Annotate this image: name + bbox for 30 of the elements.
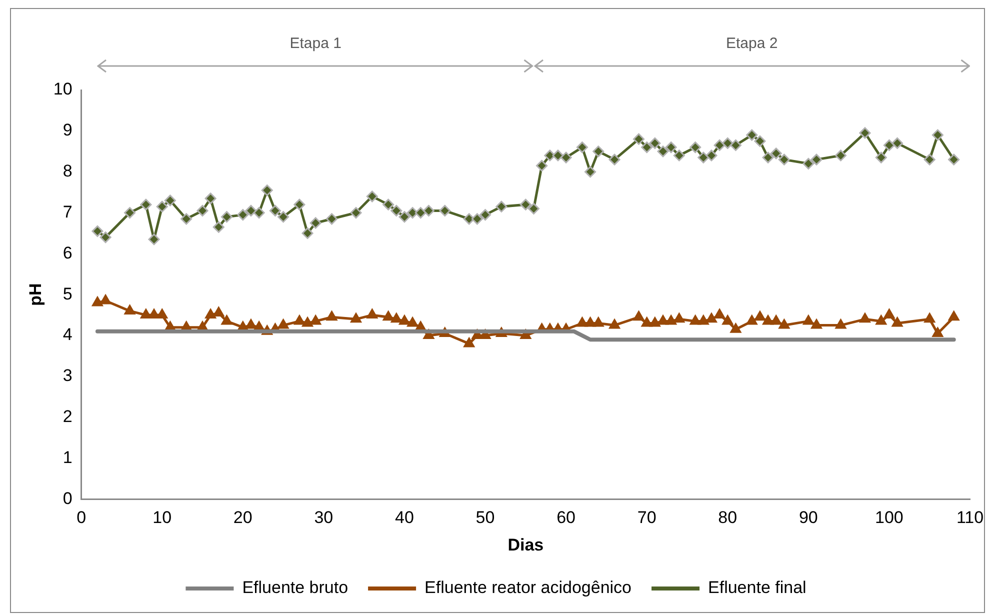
x-tick-label: 110 [956,508,984,528]
x-tick-label: 100 [875,508,904,528]
y-tick-label: 1 [62,448,72,467]
y-tick-label: 10 [53,80,72,99]
y-tick-label: 2 [62,407,72,426]
x-tick-label: 80 [718,508,738,528]
x-tick-label: 90 [798,508,818,528]
legend-label: Efluente reator acidogênico [424,578,632,598]
x-tick-label: 60 [556,508,576,528]
y-tick-label: 0 [62,488,72,508]
y-tick-label: 5 [62,284,72,304]
legend-label: Efluente bruto [242,578,348,598]
x-tick-label: 10 [152,508,172,528]
y-tick-label: 6 [62,243,72,262]
y-tick-label: 8 [62,162,72,181]
x-tick-label: 0 [76,508,86,528]
y-tick-label: 7 [62,202,72,222]
y-tick-label: 9 [62,120,72,140]
y-tick-label: 3 [62,366,72,386]
x-tick-label: 20 [233,508,252,528]
y-tick-label: 4 [62,325,72,344]
x-tick-label: 30 [314,508,334,528]
x-axis-title: Dias [508,535,544,554]
x-tick-label: 70 [637,508,656,528]
y-axis-title: pH [26,283,45,306]
text: Etapa 2 [726,35,778,52]
x-tick-label: 40 [395,508,414,528]
x-tick-label: 50 [476,508,495,528]
legend-label: Efluente final [708,578,806,598]
text: Etapa 1 [290,35,342,52]
